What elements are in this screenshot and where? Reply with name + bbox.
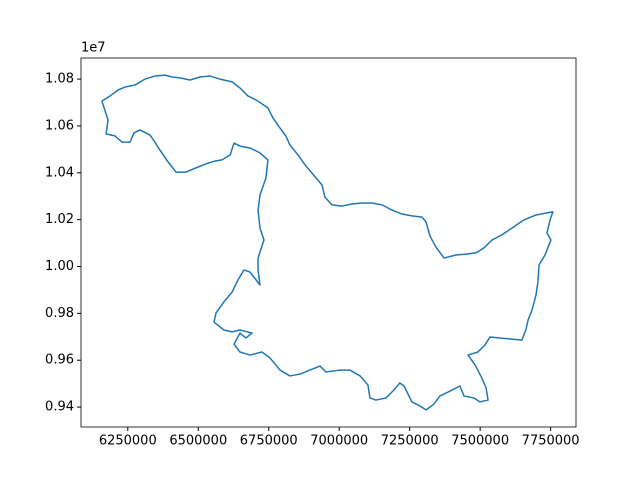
x-tick-label: 7500000	[451, 434, 509, 449]
x-tick-label: 7750000	[522, 434, 580, 449]
y-tick-label: 0.94	[45, 400, 74, 415]
x-tick-label: 7250000	[381, 434, 439, 449]
plot-frame	[80, 57, 577, 428]
y-tick-label: 1.02	[45, 212, 74, 227]
line	[101, 74, 554, 411]
y-tick-label: 1.08	[45, 72, 74, 87]
y-tick-label: 0.98	[45, 306, 74, 321]
x-tick-label: 6500000	[169, 434, 227, 449]
y-tick-label: 1.04	[45, 165, 74, 180]
x-tick-label: 6750000	[240, 434, 298, 449]
x-tick-label: 7000000	[310, 434, 368, 449]
y-tick-label: 0.96	[45, 353, 74, 368]
y-tick-label: 1.00	[45, 259, 74, 274]
y-tick-label: 1.06	[45, 118, 74, 133]
y-offset-text: 1e7	[81, 41, 106, 56]
x-tick-label: 6250000	[99, 434, 157, 449]
